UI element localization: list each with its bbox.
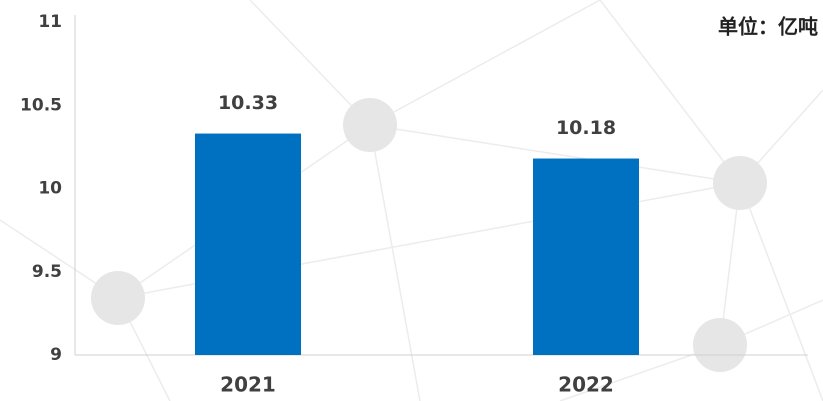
y-tick-label: 11 [38, 12, 62, 32]
y-tick-label: 9.5 [32, 262, 62, 282]
value-label: 10.33 [218, 92, 278, 114]
bar [195, 133, 301, 355]
bar [533, 158, 639, 355]
y-tick-label: 10 [38, 179, 62, 199]
value-label: 10.18 [556, 117, 616, 139]
y-tick-label: 10.5 [20, 95, 62, 115]
x-tick-label: 2021 [220, 373, 276, 397]
x-tick-label: 2022 [558, 373, 614, 397]
unit-annotation: 单位：亿吨 [718, 15, 818, 39]
y-tick-label: 9 [50, 345, 62, 365]
